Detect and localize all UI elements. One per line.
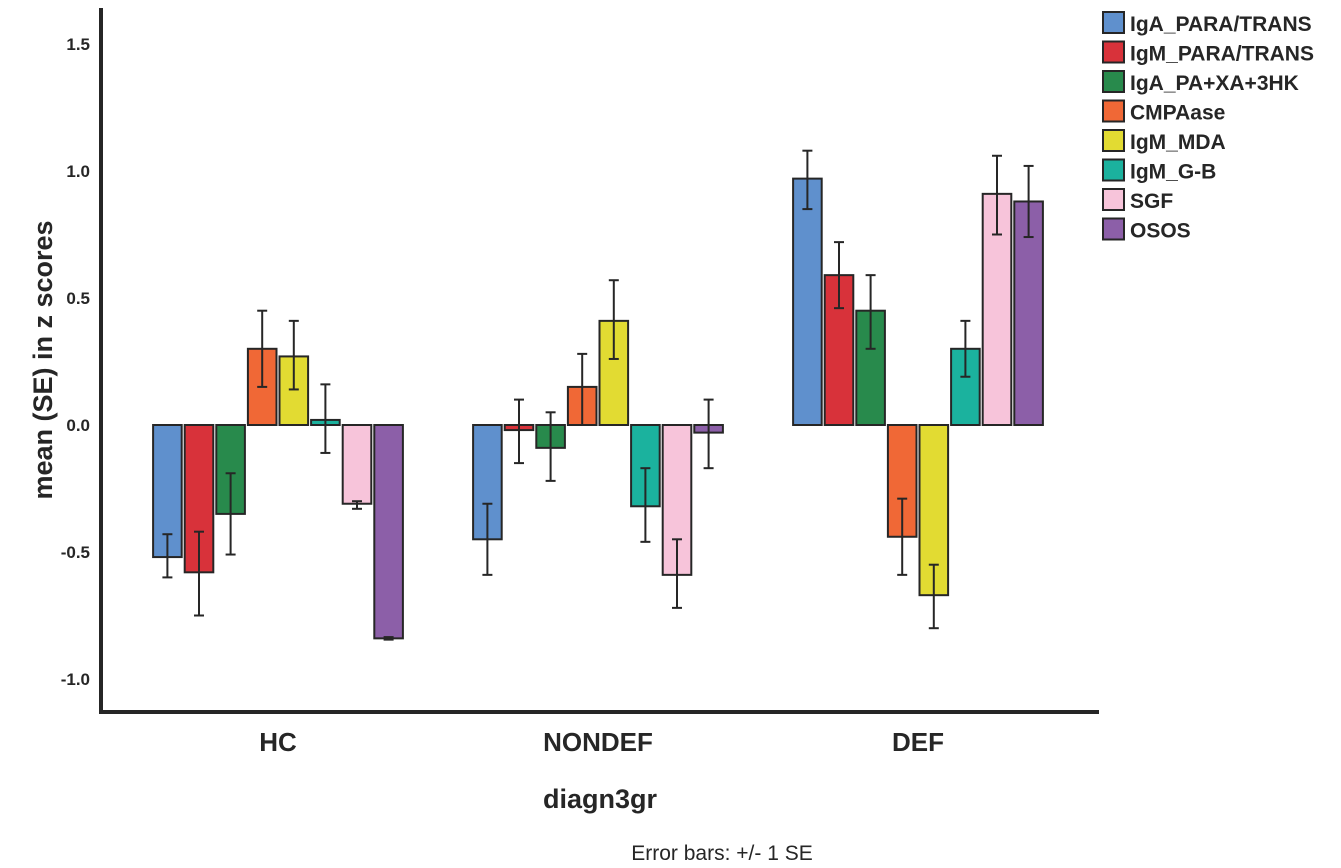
y-tick-label: -0.5 xyxy=(61,543,90,562)
legend-swatch xyxy=(1102,40,1125,64)
error-bar-footnote: Error bars: +/- 1 SE xyxy=(631,842,812,863)
y-axis-title: mean (SE) in z scores xyxy=(28,220,58,499)
legend-label: SGF xyxy=(1130,190,1173,213)
bar xyxy=(373,424,404,640)
legend-swatch xyxy=(1102,70,1125,93)
legend-label: IgM_MDA xyxy=(1130,131,1226,154)
bar xyxy=(341,424,373,505)
legend: IgA_PARA/TRANS IgM_PARA/TRANS IgA_PA+XA+3H… xyxy=(1102,11,1314,243)
y-tick-label: 0.0 xyxy=(66,416,90,435)
y-axis-ticks: -1.0 -0.5 0.0 0.5 1.0 1.5 xyxy=(61,35,90,689)
bars-layer xyxy=(152,149,1044,641)
x-axis-categories: HC NONDEF DEF xyxy=(259,727,944,757)
y-tick-label: -1.0 xyxy=(61,670,90,689)
x-category-label: NONDEF xyxy=(543,727,653,757)
y-tick-label: 0.5 xyxy=(66,289,90,308)
bar xyxy=(792,177,823,426)
bar xyxy=(1013,200,1044,426)
y-tick-label: 1.0 xyxy=(66,162,90,181)
legend-label: IgM_G-B xyxy=(1130,161,1216,184)
legend-swatch xyxy=(1102,158,1125,182)
legend-swatch xyxy=(1102,11,1125,34)
x-category-label: HC xyxy=(259,727,297,757)
legend-label: IgM_PARA/TRANS xyxy=(1130,43,1314,66)
legend-label: IgA_PARA/TRANS xyxy=(1130,13,1312,36)
x-category-label: DEF xyxy=(892,727,944,757)
legend-label: CMPAase xyxy=(1130,102,1225,125)
legend-swatch xyxy=(1102,129,1125,152)
legend-swatch xyxy=(1102,217,1125,241)
legend-label: IgA_PA+XA+3HK xyxy=(1130,72,1299,95)
x-axis-title: diagn3gr xyxy=(543,784,658,814)
legend-label: OSOS xyxy=(1130,220,1191,243)
legend-swatch xyxy=(1102,99,1125,123)
legend-swatch xyxy=(1102,188,1125,211)
y-tick-label: 1.5 xyxy=(66,35,90,54)
